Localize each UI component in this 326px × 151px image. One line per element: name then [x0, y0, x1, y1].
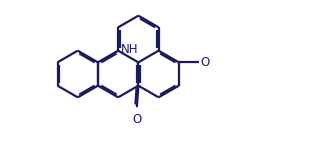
Text: O: O — [200, 56, 210, 69]
Text: O: O — [132, 112, 141, 125]
Text: NH: NH — [121, 43, 138, 56]
